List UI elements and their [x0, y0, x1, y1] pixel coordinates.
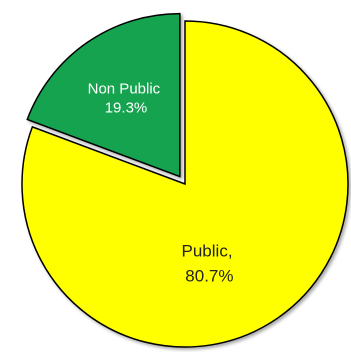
pie-label-non-public-name: Non Public — [88, 80, 161, 97]
pie-label-public-name: Public, — [182, 242, 233, 261]
pie-label-public: Public, 80.7% — [182, 242, 238, 286]
pie-label-non-public-value: 19.3% — [105, 99, 148, 116]
pie-slice-public — [21, 20, 349, 348]
pie-label-public-value: 80.7% — [185, 267, 233, 286]
pie-label-non-public: Non Public 19.3% — [88, 80, 165, 116]
pie-slice-non-public — [26, 12, 181, 178]
